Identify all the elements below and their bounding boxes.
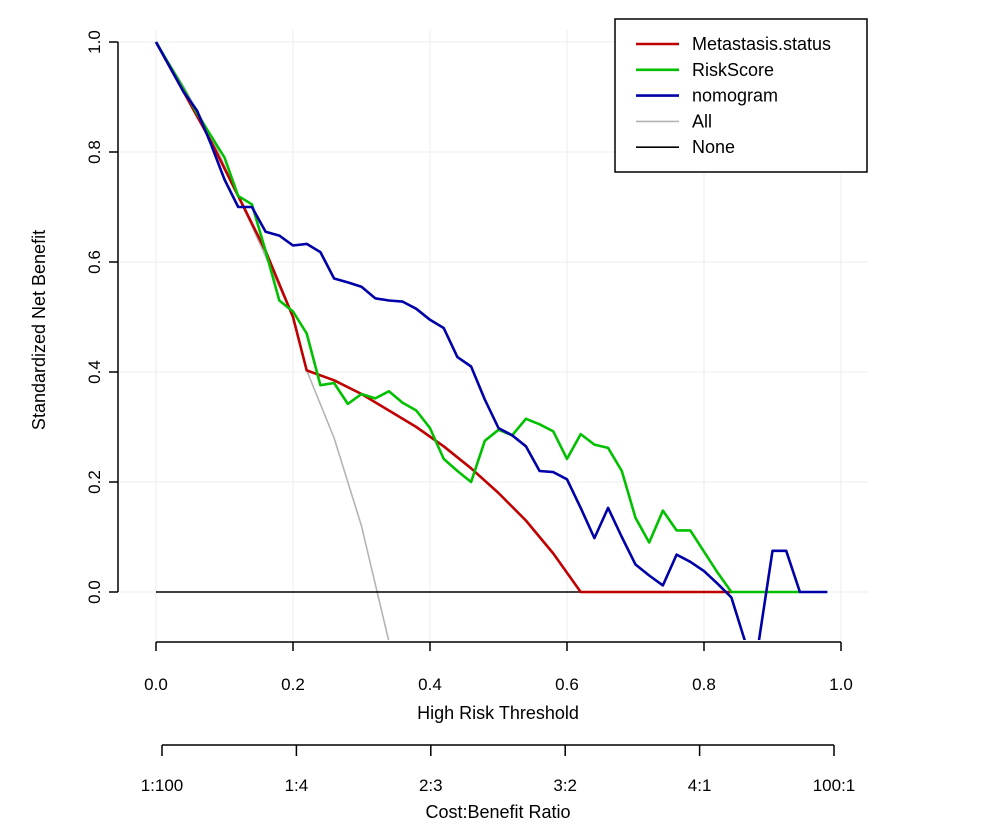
cost-benefit-tick-label: 1:4 bbox=[285, 776, 309, 795]
y-tick-label: 0.6 bbox=[85, 250, 104, 274]
x-tick-label: 0.6 bbox=[555, 675, 579, 694]
y-tick-label: 0.8 bbox=[85, 140, 104, 164]
legend-label: nomogram bbox=[692, 86, 778, 106]
y-tick-label: 0.0 bbox=[85, 580, 104, 604]
series-line-nomogram bbox=[154, 41, 828, 640]
legend: Metastasis.status RiskScore nomogram All Non… bbox=[614, 18, 868, 173]
series-lines bbox=[154, 41, 828, 640]
legend-label: All bbox=[692, 111, 712, 131]
cost-benefit-tick-label: 1:100 bbox=[141, 776, 184, 795]
cost-benefit-tick-label: 4:1 bbox=[688, 776, 712, 795]
x-tick-label: 0.0 bbox=[144, 675, 168, 694]
y-axis-title: Standardized Net Benefit bbox=[29, 230, 49, 430]
legend-label: RiskScore bbox=[692, 60, 774, 80]
x-tick-label: 0.2 bbox=[281, 675, 305, 694]
x-axis-title: High Risk Threshold bbox=[417, 703, 579, 723]
cost-benefit-tick-label: 100:1 bbox=[813, 776, 856, 795]
legend-label: Metastasis.status bbox=[692, 34, 831, 54]
axes: 0.0 0.2 0.4 0.6 0.8 1.0 0.0 0.2 0.4 0.6 0.8 1.0 1:10… bbox=[85, 30, 855, 795]
x-tick-label: 0.8 bbox=[692, 675, 716, 694]
y-tick-label: 0.4 bbox=[85, 360, 104, 384]
y-tick-label: 0.2 bbox=[85, 470, 104, 494]
cost-benefit-tick-label: 2:3 bbox=[419, 776, 443, 795]
x-tick-label: 0.4 bbox=[418, 675, 442, 694]
legend-label: None bbox=[692, 137, 735, 157]
series-line-all bbox=[155, 41, 390, 640]
x-tick-label: 1.0 bbox=[829, 675, 853, 694]
cost-benefit-tick-label: 3:2 bbox=[553, 776, 577, 795]
cost-benefit-axis-title: Cost:Benefit Ratio bbox=[425, 802, 570, 822]
y-tick-label: 1.0 bbox=[85, 30, 104, 54]
series-line-riskscore bbox=[154, 41, 800, 594]
